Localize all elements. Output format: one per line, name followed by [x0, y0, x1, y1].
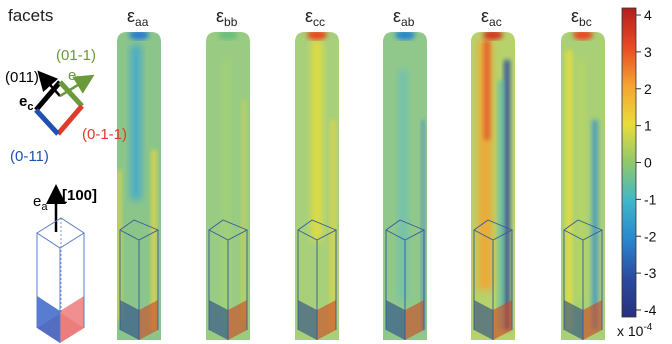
colorbar-tick-label: -1 [644, 191, 657, 207]
colorbar-tick-label: -3 [644, 265, 657, 281]
colorbar-tick-label: 1 [644, 118, 652, 134]
crystal-orientation-diagram: (011) (01-1) (0-11) (0-1-1) ec eb ea [10… [5, 47, 127, 343]
strain-panels: εaa εbb εcc εab εac εbc [117, 6, 605, 340]
dir-01m1-label: (01-1) [56, 47, 96, 64]
colorbar-tick-label: 0 [644, 155, 652, 171]
facet-0m1m1-edge [56, 104, 84, 136]
dir-011-label: (011) [5, 69, 39, 86]
ea-label: ea [33, 193, 48, 213]
panel-title-aa: εaa [127, 6, 149, 29]
colorbar-tick-label: 3 [644, 44, 652, 60]
strain-panel-aa: εaa [117, 6, 161, 340]
strain-panel-ab: εab [383, 6, 427, 340]
panel-title-bc: εbc [571, 6, 592, 29]
facet-0m11-edge [34, 108, 60, 136]
eb-label: eb [68, 67, 82, 87]
ec-label: ec [19, 93, 33, 113]
colorbar-tick-label: 4 [644, 7, 652, 23]
panel-title-ac: εac [481, 6, 502, 29]
strain-panel-bb: εbb [206, 6, 250, 340]
panel-title-bb: εbb [216, 6, 238, 29]
ec-arrow [37, 70, 61, 97]
facets-label: facets [8, 6, 53, 25]
panel-title-cc: εcc [305, 6, 325, 29]
dir-0m1m1-label: (0-1-1) [82, 126, 127, 143]
panel-title-ab: εab [393, 6, 415, 29]
strain-panel-cc: εcc [295, 6, 339, 340]
strain-panel-ac: εac [471, 6, 515, 340]
dir-0m11-label: (0-11) [10, 148, 49, 165]
colorbar-ticks: 4 3 2 1 0 -1 -2 -3 -4 [636, 7, 657, 318]
colorbar: 4 3 2 1 0 -1 -2 -3 -4 x 10-4 [617, 7, 657, 339]
eb-arrow [59, 74, 95, 98]
crystal-prism [36, 217, 85, 343]
colorbar-tick-label: 2 [644, 81, 652, 97]
colorbar-tick-label: -4 [644, 302, 657, 318]
colorbar-tick-label: -2 [644, 228, 657, 244]
dir-100-label: [100] [62, 187, 97, 204]
facet-011-edge [34, 80, 62, 112]
colorbar-scale-label: x 10-4 [617, 322, 653, 339]
facet-01m1-edge [58, 80, 84, 108]
strain-panel-bc: εbc [561, 6, 605, 340]
colorbar-gradient [621, 7, 637, 318]
